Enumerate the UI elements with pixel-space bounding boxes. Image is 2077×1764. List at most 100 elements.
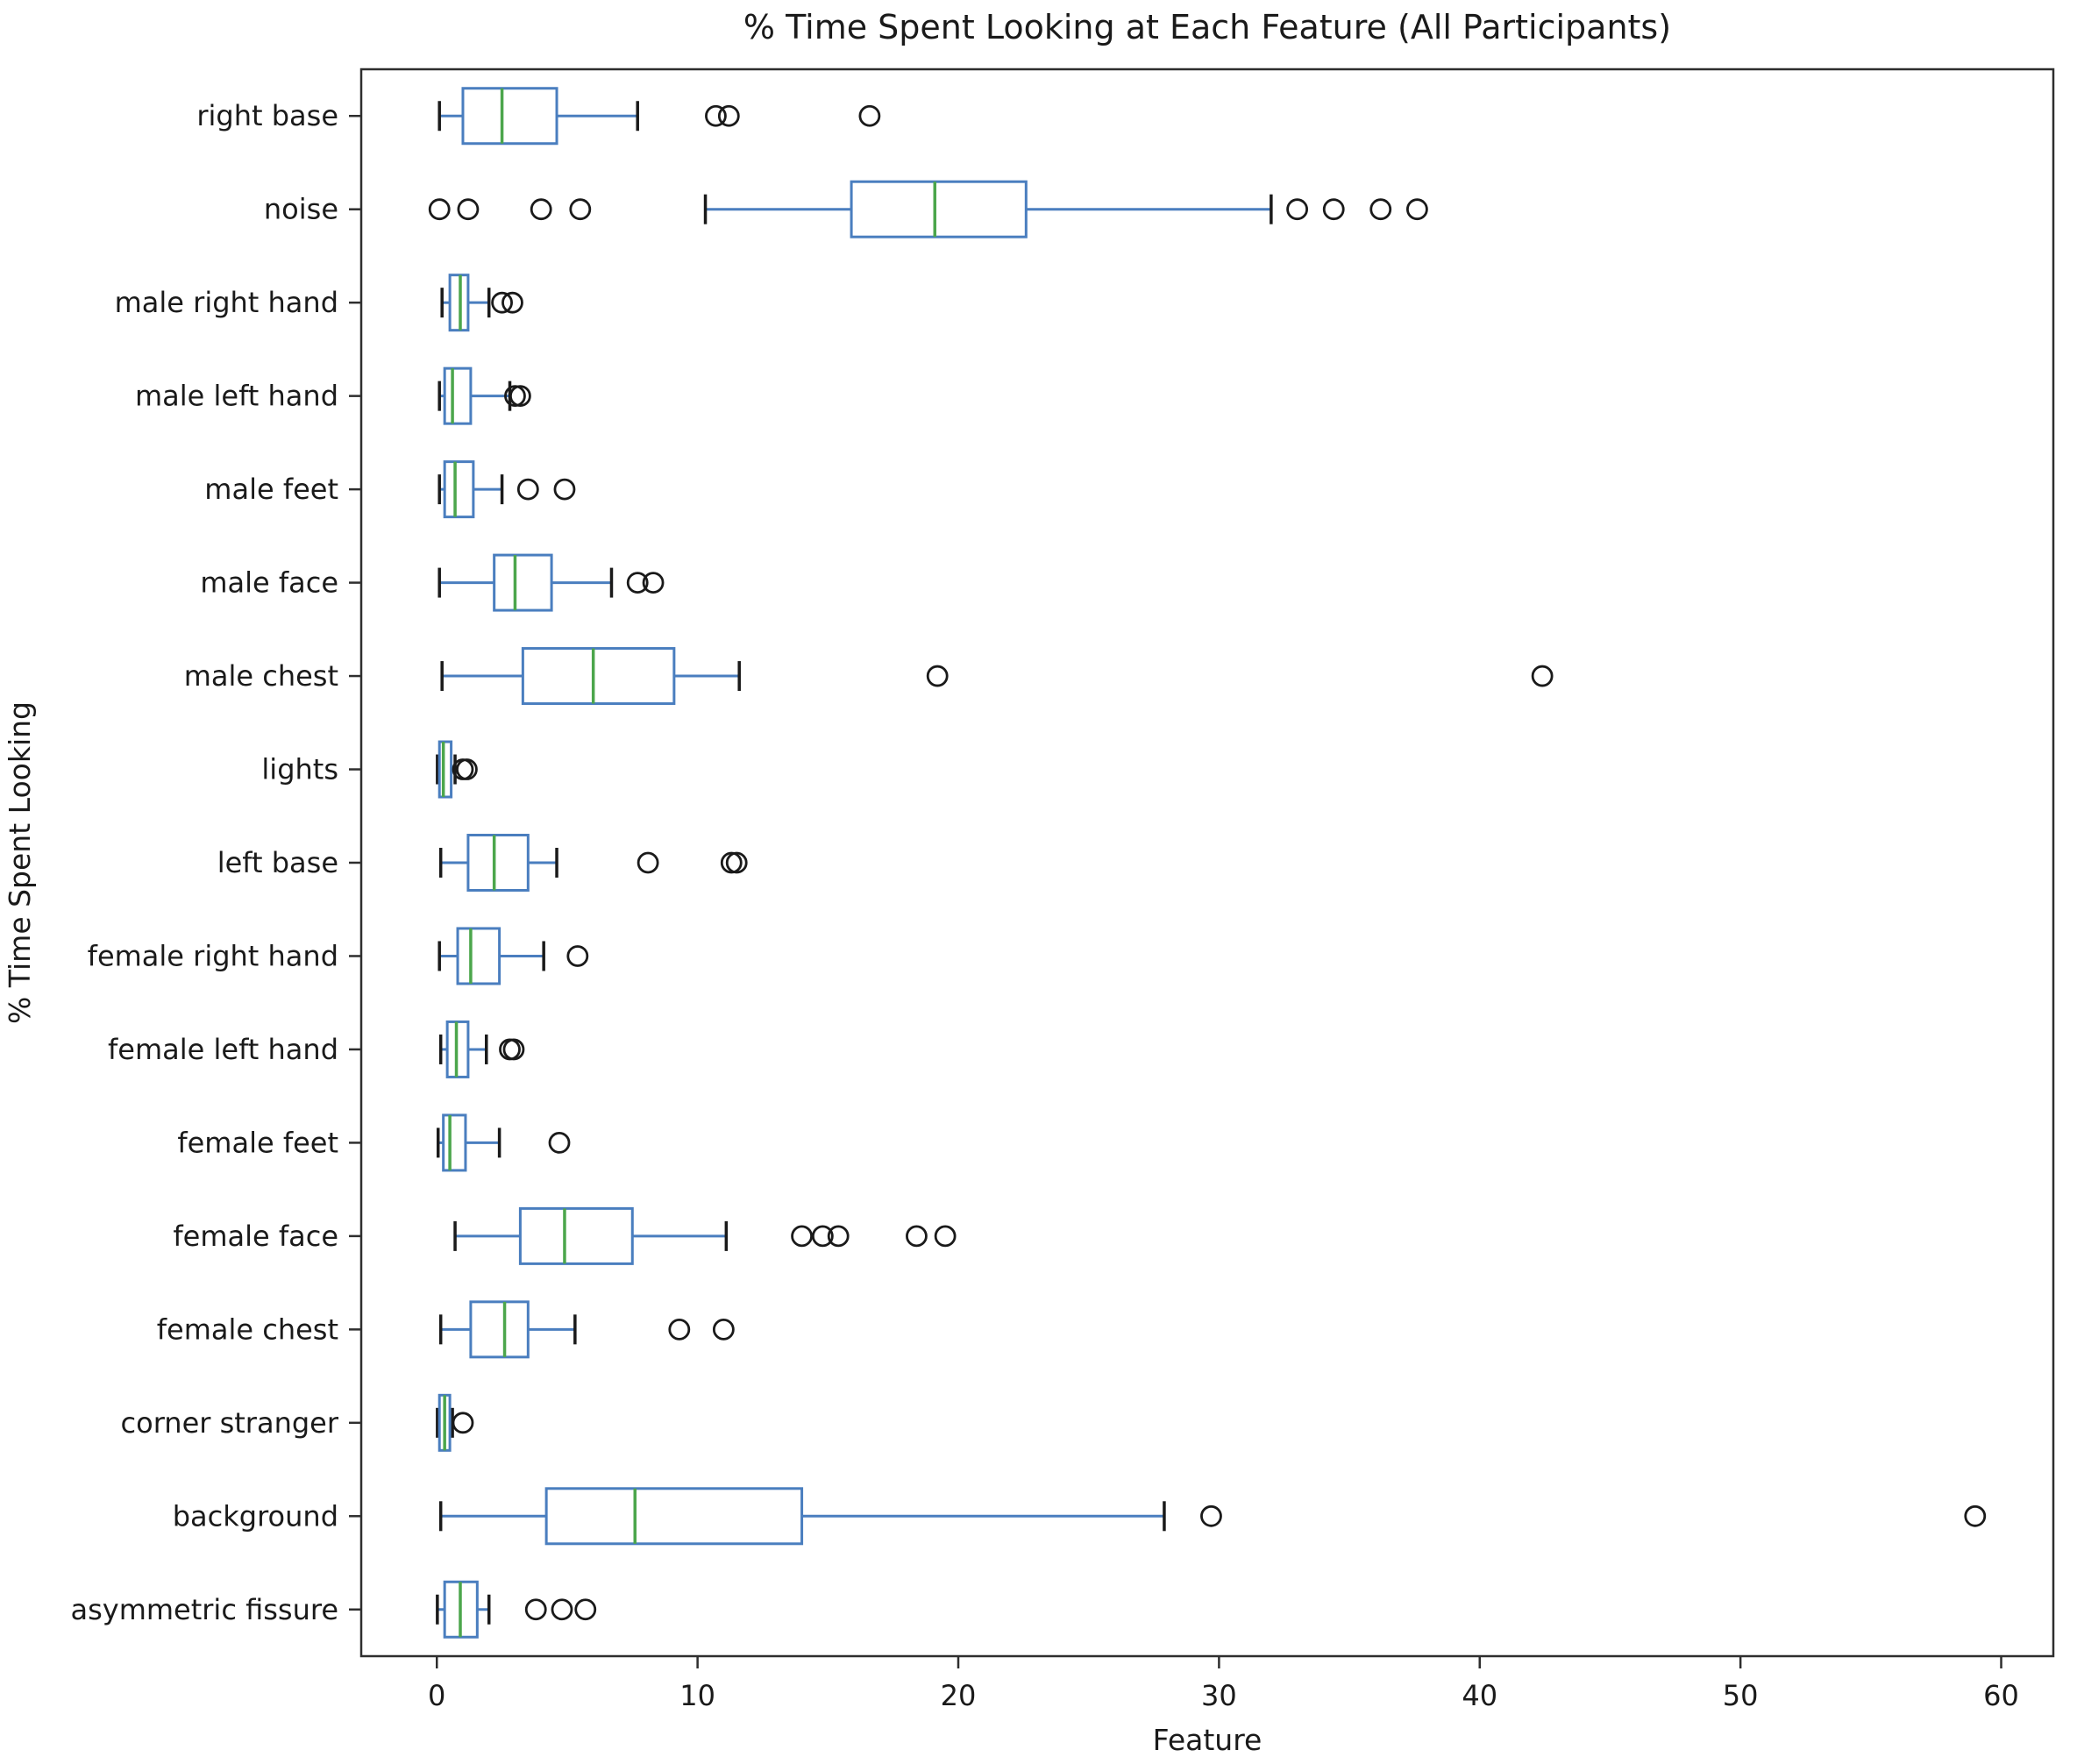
boxplot-row <box>438 1020 525 1078</box>
boxplot-row <box>440 647 1554 706</box>
boxplot-row <box>436 1393 474 1452</box>
outlier-point <box>725 851 748 874</box>
boxplot-rows <box>428 87 1987 1639</box>
box <box>850 180 1028 238</box>
outlier-point <box>457 198 480 221</box>
box <box>544 1487 804 1546</box>
outlier-point <box>1200 1504 1222 1527</box>
y-tick-label: asymmetric fissure <box>70 1593 338 1626</box>
y-tick-label: male left hand <box>135 380 338 413</box>
plot-area-border <box>359 68 2055 1658</box>
boxplot-row <box>440 274 523 332</box>
outlier-point <box>827 1225 850 1248</box>
outlier-point <box>428 198 451 221</box>
boxplot-row <box>436 740 478 799</box>
outlier-point <box>509 385 531 408</box>
outlier-point <box>1531 665 1554 687</box>
chart-title: % Time Spent Looking at Each Feature (Al… <box>743 8 1671 46</box>
box <box>521 647 676 706</box>
box <box>442 1113 467 1172</box>
outlier-point <box>705 104 727 127</box>
box <box>466 834 530 892</box>
y-tick-label: female right hand <box>88 939 338 972</box>
y-axis-label: % Time Spent Looking <box>3 701 37 1024</box>
outlier-point <box>516 478 539 501</box>
outlier-point <box>811 1225 834 1248</box>
outlier-point <box>1369 198 1392 221</box>
outlier-point <box>1964 1504 1987 1527</box>
boxplot-row <box>428 180 1428 238</box>
y-tick-label: female left hand <box>108 1033 338 1066</box>
boxplot-row <box>453 1206 957 1265</box>
y-tick-label: right base <box>196 99 338 132</box>
outlier-point <box>574 1598 597 1621</box>
box <box>456 927 501 985</box>
outlier-point <box>934 1225 957 1248</box>
y-tick-label: lights <box>261 753 338 786</box>
boxplot-row <box>438 834 748 892</box>
boxplot-row <box>437 553 665 612</box>
boxplot-row <box>436 1580 597 1639</box>
x-tick-label: 40 <box>1462 1679 1497 1712</box>
box <box>493 553 553 612</box>
outlier-point <box>791 1225 813 1248</box>
outlier-point <box>906 1225 928 1248</box>
box <box>518 1206 634 1265</box>
outlier-point <box>502 1038 525 1061</box>
outlier-point <box>1286 198 1308 221</box>
boxplot-row <box>438 1487 1987 1546</box>
box <box>443 460 475 519</box>
y-tick-label: corner stranger <box>121 1406 339 1440</box>
box <box>469 1300 530 1359</box>
outlier-point <box>642 572 665 594</box>
outlier-point <box>548 1132 571 1154</box>
y-tick-label: background <box>173 1499 338 1533</box>
y-tick-label: male face <box>200 566 338 600</box>
outlier-point <box>452 1412 474 1434</box>
y-tick-label: female feet <box>177 1126 338 1159</box>
x-tick-label: 20 <box>941 1679 977 1712</box>
outlier-point <box>1405 198 1428 221</box>
y-tick-label: male right hand <box>115 286 338 319</box>
x-axis-label: Feature <box>1153 1723 1263 1757</box>
boxplot-row <box>437 87 881 146</box>
outlier-point <box>926 665 949 687</box>
boxplot-row <box>437 927 589 985</box>
outlier-point <box>530 198 552 221</box>
outlier-point <box>491 291 513 314</box>
y-tick-label: male feet <box>204 473 338 506</box>
outlier-point <box>456 758 478 780</box>
outlier-point <box>626 572 649 594</box>
outlier-point <box>504 385 526 408</box>
outlier-point <box>551 1598 573 1621</box>
boxplot-row <box>438 1300 735 1359</box>
outlier-point <box>553 478 576 501</box>
box <box>437 740 453 799</box>
boxplot-row <box>437 460 576 519</box>
outlier-point <box>569 198 592 221</box>
x-tick-label: 10 <box>679 1679 715 1712</box>
outlier-point <box>668 1318 691 1341</box>
y-axis-ticks: right base noise male right hand male left … <box>70 99 361 1626</box>
x-tick-label: 30 <box>1201 1679 1237 1712</box>
y-tick-label: female face <box>173 1220 338 1253</box>
outlier-point <box>1322 198 1345 221</box>
y-tick-label: male chest <box>184 659 338 693</box>
x-tick-label: 0 <box>428 1679 445 1712</box>
x-tick-label: 60 <box>1983 1679 2019 1712</box>
x-tick-label: 50 <box>1723 1679 1759 1712</box>
outlier-point <box>720 851 743 874</box>
y-tick-label: noise <box>264 193 338 226</box>
outlier-point <box>524 1598 547 1621</box>
outlier-point <box>717 104 740 127</box>
box <box>443 366 473 425</box>
boxplot-row <box>437 366 531 425</box>
boxplot-row <box>436 1113 571 1172</box>
outlier-point <box>858 104 881 127</box>
x-axis-ticks: 0 10 20 30 40 50 60 <box>428 1656 2019 1712</box>
box <box>461 87 558 146</box>
y-tick-label: female chest <box>157 1312 338 1346</box>
outlier-point <box>501 291 523 314</box>
